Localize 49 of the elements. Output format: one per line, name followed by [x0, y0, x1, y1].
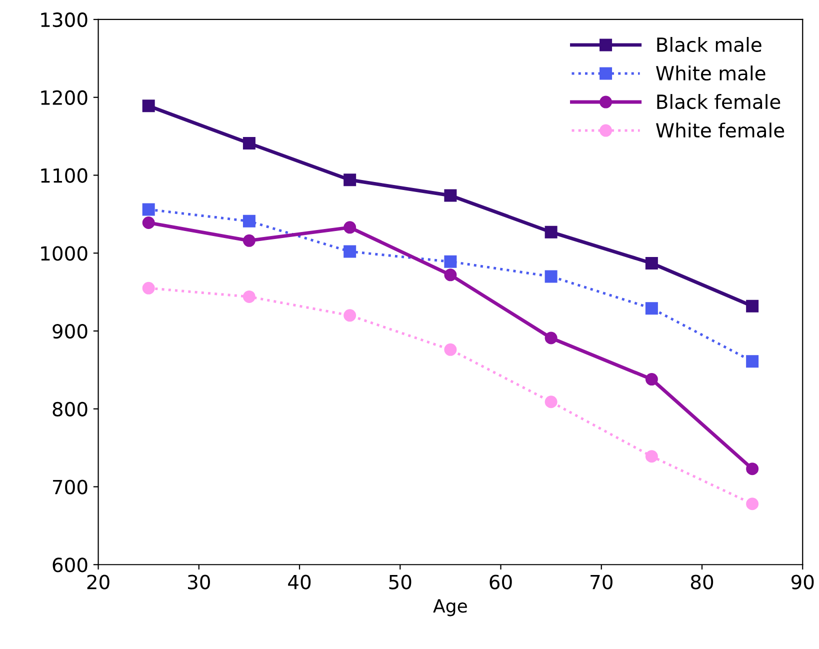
point	[544, 396, 558, 408]
y-tick-label: 600	[52, 558, 88, 572]
point	[444, 189, 457, 202]
point	[746, 498, 759, 510]
point	[344, 221, 356, 234]
point	[544, 332, 558, 344]
point	[344, 245, 356, 258]
point	[645, 373, 658, 386]
point	[444, 268, 457, 282]
y-tick-label: 700	[53, 480, 88, 494]
point	[242, 137, 256, 150]
point	[242, 290, 256, 303]
x-tick-label: 80	[690, 574, 714, 590]
point	[142, 282, 155, 294]
legend-label: White female	[656, 122, 784, 138]
x-tick-label: 70	[590, 574, 612, 590]
point	[544, 226, 558, 238]
x-tick-label: 90	[791, 574, 814, 590]
point	[645, 256, 658, 270]
legend-label: Black male	[657, 36, 762, 52]
point	[645, 302, 658, 315]
point	[242, 234, 256, 247]
point	[544, 270, 558, 283]
y-tick-label: 1000	[41, 246, 88, 261]
y-tick-label: 1200	[41, 90, 88, 106]
y-tick-label: 900	[52, 324, 88, 339]
point	[344, 309, 356, 322]
x-tick-label: 30	[188, 574, 210, 590]
point	[142, 216, 155, 229]
point	[746, 355, 759, 368]
y-tick-label: 1100	[41, 168, 88, 183]
point	[344, 174, 356, 186]
legend-label: White male	[656, 66, 766, 81]
y-tick-label: 800	[52, 402, 88, 417]
point	[444, 255, 457, 268]
point	[645, 450, 658, 463]
legend-label: Black female	[657, 94, 780, 110]
x-tick-label: 40	[288, 574, 311, 590]
y-tick-label: 1300	[41, 12, 88, 28]
x-tick-label: 60	[490, 574, 512, 590]
point	[142, 203, 155, 216]
point	[746, 462, 759, 476]
x-axis-title: Age	[433, 599, 467, 616]
point	[444, 343, 457, 356]
point	[746, 300, 759, 312]
point	[242, 214, 256, 228]
point	[142, 100, 155, 112]
x-tick-label: 50	[389, 574, 412, 590]
x-tick-label: 20	[87, 574, 110, 590]
